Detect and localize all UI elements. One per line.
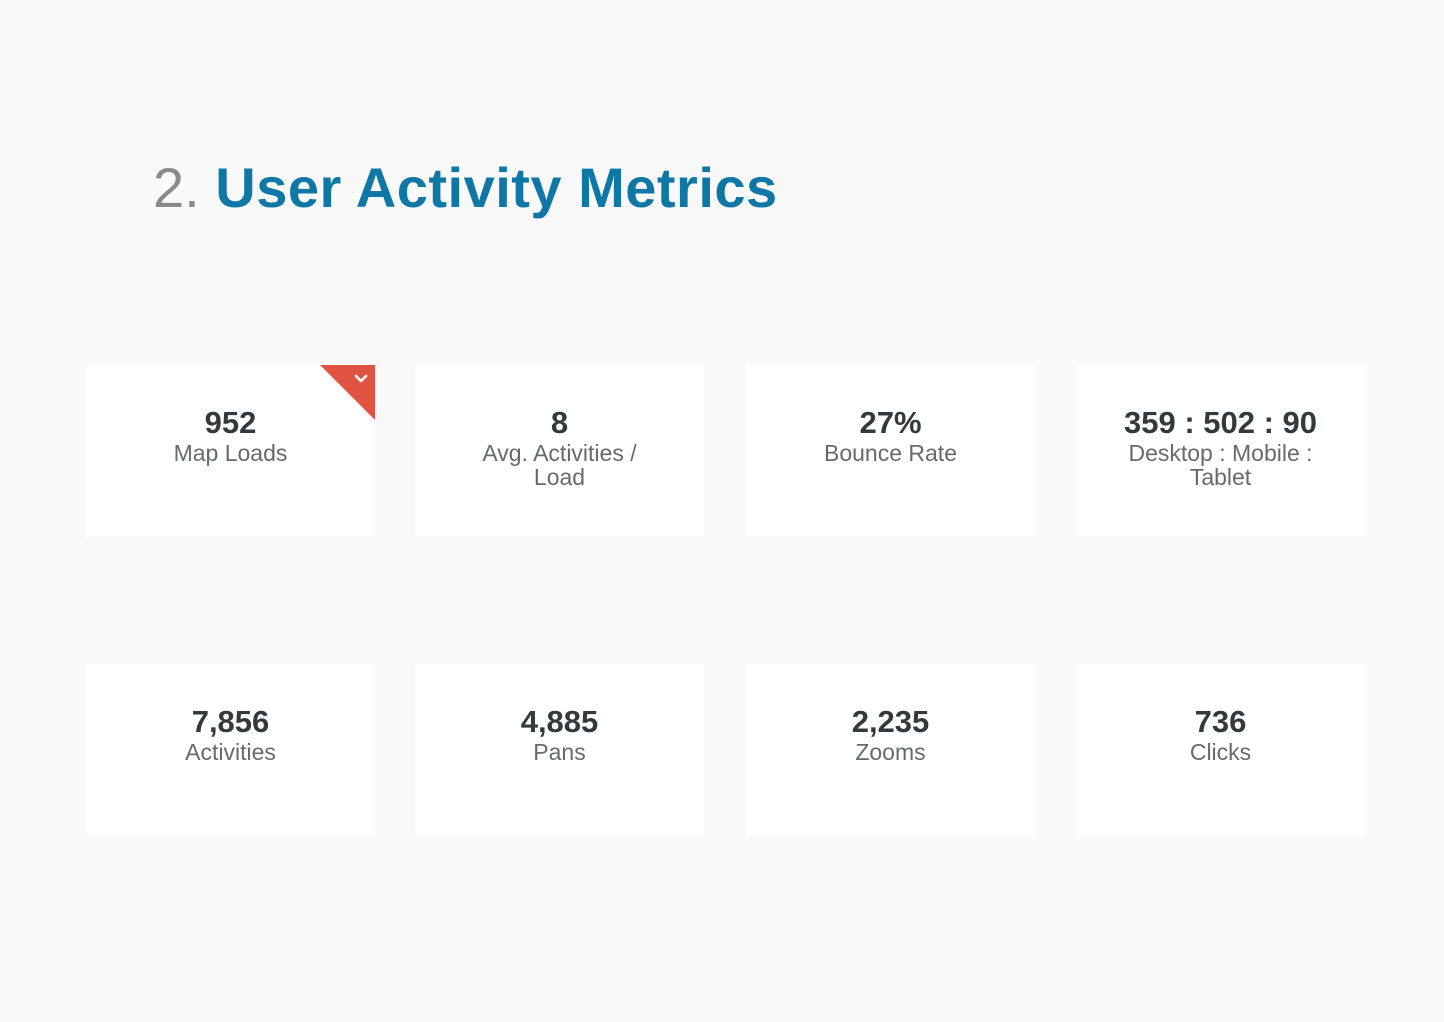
- chevron-down-icon[interactable]: [352, 370, 370, 388]
- metric-value: 4,885: [520, 704, 599, 739]
- metric-label: Zooms: [855, 739, 926, 765]
- metric-value: 736: [1194, 704, 1247, 739]
- alert-flag[interactable]: [320, 365, 375, 420]
- metric-label: Desktop : Mobile : Tablet: [1128, 440, 1313, 490]
- metric-value: 8: [550, 405, 569, 440]
- metric-label: Activities: [185, 739, 276, 765]
- metric-card-device-split[interactable]: 359 : 502 : 90 Desktop : Mobile : Tablet: [1076, 365, 1365, 537]
- metric-label: Pans: [533, 739, 586, 765]
- section-number: 2.: [153, 156, 200, 219]
- metric-card-pans[interactable]: 4,885 Pans: [415, 664, 704, 836]
- metric-card-avg-activities[interactable]: 8 Avg. Activities / Load: [415, 365, 704, 537]
- section-title: User Activity Metrics: [215, 156, 778, 219]
- metric-value: 359 : 502 : 90: [1123, 405, 1318, 440]
- metric-card-bounce-rate[interactable]: 27% Bounce Rate: [746, 365, 1035, 537]
- metric-card-map-loads[interactable]: 952 Map Loads: [86, 365, 375, 537]
- metric-label: Avg. Activities / Load: [482, 440, 637, 490]
- metric-card-activities[interactable]: 7,856 Activities: [86, 664, 375, 836]
- metric-label: Bounce Rate: [824, 440, 957, 466]
- metric-card-clicks[interactable]: 736 Clicks: [1076, 664, 1365, 836]
- metric-value: 7,856: [191, 704, 270, 739]
- metric-label: Clicks: [1189, 739, 1252, 765]
- metric-value: 952: [204, 405, 257, 440]
- metric-value: 27%: [859, 405, 922, 440]
- metric-value: 2,235: [851, 704, 930, 739]
- metric-card-zooms[interactable]: 2,235 Zooms: [746, 664, 1035, 836]
- metric-label: Map Loads: [173, 440, 288, 466]
- page-title: 2. User Activity Metrics: [153, 152, 778, 224]
